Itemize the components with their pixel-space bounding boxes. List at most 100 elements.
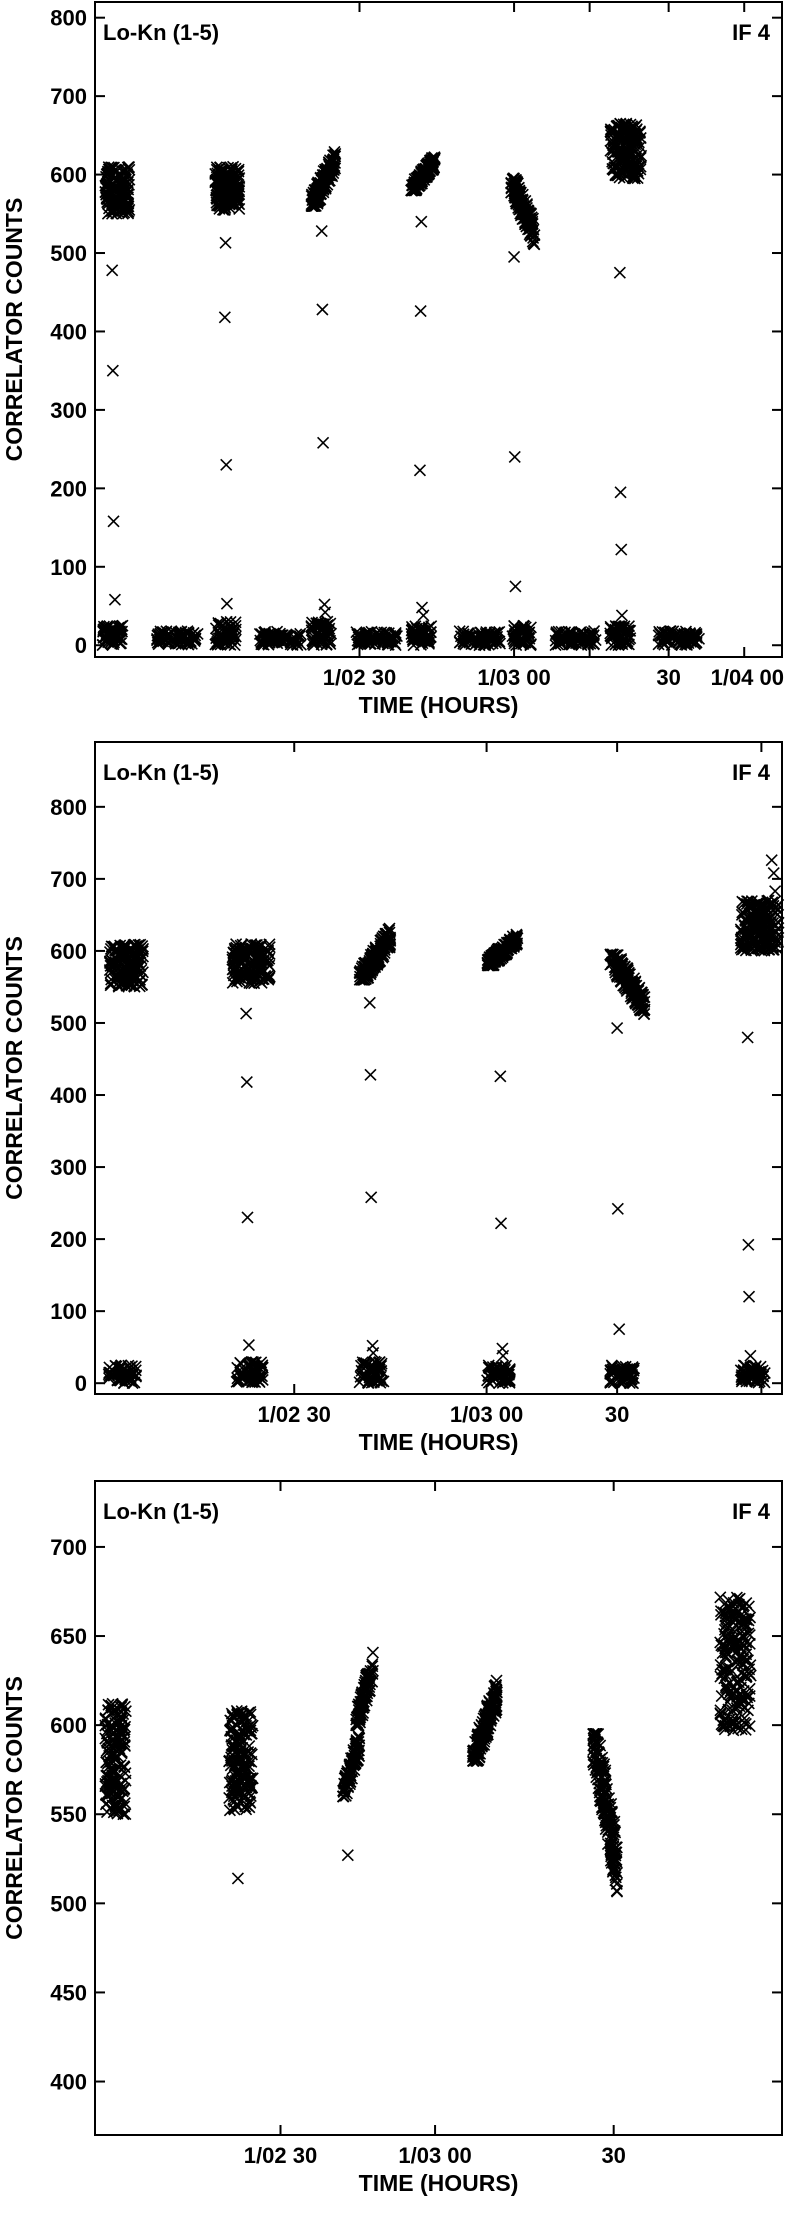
data-point xyxy=(381,941,394,954)
data-point xyxy=(275,629,288,642)
data-point xyxy=(609,638,622,651)
data-point xyxy=(165,625,178,638)
data-point xyxy=(422,157,435,170)
data-point xyxy=(326,149,340,162)
outlier-point xyxy=(231,1872,244,1885)
data-point xyxy=(254,938,267,951)
data-point xyxy=(478,638,491,652)
data-point xyxy=(626,170,640,183)
data-point xyxy=(250,952,263,966)
data-point xyxy=(511,175,524,188)
data-point xyxy=(624,632,637,645)
data-point xyxy=(216,171,229,184)
outlier-point xyxy=(241,1211,254,1224)
data-point xyxy=(385,635,398,648)
data-point xyxy=(134,968,147,981)
data-point xyxy=(362,1377,375,1390)
data-point xyxy=(456,631,469,644)
data-point xyxy=(383,926,396,939)
data-point xyxy=(373,1363,386,1376)
outlier-point xyxy=(365,1191,378,1204)
x-axis-title: TIME (HOURS) xyxy=(359,2170,519,2196)
data-point xyxy=(553,636,566,649)
outlier-point xyxy=(317,436,330,449)
data-point xyxy=(122,178,136,191)
data-point xyxy=(101,207,114,220)
data-point xyxy=(311,193,324,207)
baseline-label: Lo-Kn (1-5) xyxy=(103,20,219,45)
data-point xyxy=(607,141,620,154)
data-point xyxy=(132,950,145,964)
data-point xyxy=(587,625,601,638)
data-point xyxy=(100,191,113,204)
data-point xyxy=(416,620,429,633)
data-point xyxy=(356,1358,370,1371)
data-point xyxy=(410,632,423,645)
data-point xyxy=(122,973,135,986)
data-point xyxy=(513,190,526,203)
data-point xyxy=(362,960,375,973)
data-point xyxy=(365,954,378,968)
data-point xyxy=(114,1374,127,1387)
data-point xyxy=(231,962,244,975)
outlier-point xyxy=(240,1007,253,1020)
data-point xyxy=(249,1375,262,1389)
y-tick-label: 600 xyxy=(50,939,87,964)
data-point xyxy=(215,196,228,210)
data-point xyxy=(324,617,337,630)
data-point xyxy=(100,623,113,636)
x-tick-label: 1/03 00 xyxy=(477,665,550,690)
data-point xyxy=(112,955,125,968)
outlier-point xyxy=(219,236,232,249)
y-tick-label: 400 xyxy=(50,1083,87,1108)
data-point xyxy=(102,1368,115,1381)
data-point xyxy=(255,635,268,648)
data-point xyxy=(354,1370,367,1383)
data-point xyxy=(523,630,536,643)
outlier-point xyxy=(220,597,233,610)
data-point xyxy=(115,203,129,216)
data-point xyxy=(326,162,339,175)
y-axis-title: CORRELATOR COUNTS xyxy=(1,198,27,462)
outlier-point xyxy=(497,1349,510,1362)
data-point xyxy=(381,635,394,648)
data-point xyxy=(422,168,435,181)
data-point xyxy=(469,630,482,644)
y-tick-label: 700 xyxy=(50,1535,87,1560)
data-point xyxy=(214,161,227,174)
data-point xyxy=(366,1646,379,1659)
x-tick-label: 1/02 30 xyxy=(258,1402,331,1427)
outlier-point xyxy=(417,609,430,622)
data-point xyxy=(673,638,687,651)
scatter-plot-3: 400 450 500 550 600 650 700 1/02 30 1/03 00 30 TIM… xyxy=(1,1480,783,2196)
x-tick-label: 1/04 00 xyxy=(711,665,784,690)
data-point xyxy=(152,630,165,643)
y-axis-title: CORRELATOR COUNTS xyxy=(1,1676,27,1940)
data-point xyxy=(425,152,438,165)
data-point xyxy=(123,1374,136,1387)
outlier-point xyxy=(415,215,428,228)
data-point xyxy=(136,978,149,991)
y-tick-label: 200 xyxy=(50,1227,87,1252)
outlier-point xyxy=(611,1202,624,1215)
data-point xyxy=(227,191,240,204)
data-point xyxy=(369,635,382,649)
data-point xyxy=(692,632,706,645)
outlier-point xyxy=(613,1323,626,1336)
data-point xyxy=(527,231,540,245)
data-point xyxy=(321,629,334,642)
data-point xyxy=(247,972,260,985)
data-point xyxy=(512,186,525,200)
outlier-point xyxy=(242,1338,255,1352)
outlier-point xyxy=(364,1068,377,1081)
plot-frame xyxy=(94,1480,783,2136)
outlier-point xyxy=(741,1031,754,1044)
y-tick-label: 550 xyxy=(50,1802,87,1827)
outlier-point xyxy=(220,458,233,471)
x-tick-label: 1/03 00 xyxy=(450,1402,523,1427)
data-point xyxy=(227,186,240,199)
data-point xyxy=(242,963,255,976)
data-point xyxy=(117,943,131,956)
data-point xyxy=(673,634,686,647)
outlier-point xyxy=(363,996,376,1009)
